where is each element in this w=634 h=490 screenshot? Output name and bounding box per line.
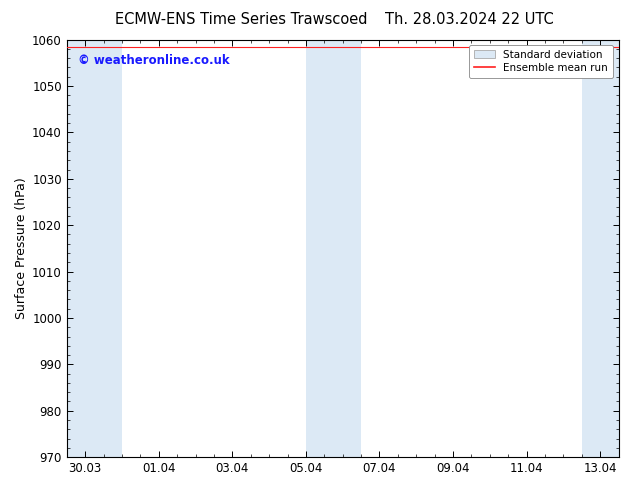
Bar bbox=[67, 40, 122, 457]
Bar bbox=[306, 40, 361, 457]
Text: Th. 28.03.2024 22 UTC: Th. 28.03.2024 22 UTC bbox=[385, 12, 553, 27]
Text: ECMW-ENS Time Series Trawscoed: ECMW-ENS Time Series Trawscoed bbox=[115, 12, 367, 27]
Y-axis label: Surface Pressure (hPa): Surface Pressure (hPa) bbox=[15, 177, 28, 319]
Legend: Standard deviation, Ensemble mean run: Standard deviation, Ensemble mean run bbox=[469, 45, 614, 78]
Text: © weatheronline.co.uk: © weatheronline.co.uk bbox=[78, 54, 230, 67]
Bar bbox=[582, 40, 619, 457]
